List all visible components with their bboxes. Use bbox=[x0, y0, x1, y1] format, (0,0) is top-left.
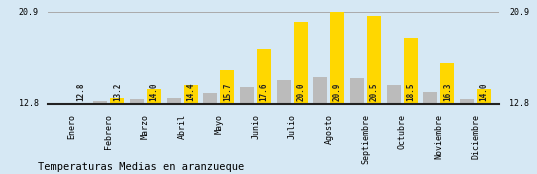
Bar bbox=[110, 98, 124, 103]
Text: 14.0: 14.0 bbox=[480, 82, 489, 101]
Text: 12.8: 12.8 bbox=[76, 82, 85, 101]
Bar bbox=[167, 98, 181, 103]
Text: 20.0: 20.0 bbox=[296, 82, 305, 101]
Bar bbox=[277, 80, 291, 103]
Bar bbox=[204, 93, 217, 103]
Bar bbox=[314, 77, 328, 103]
Bar bbox=[404, 38, 418, 103]
Bar bbox=[330, 11, 344, 103]
Text: 13.2: 13.2 bbox=[113, 82, 122, 101]
Bar bbox=[424, 92, 438, 103]
Bar bbox=[184, 85, 198, 103]
Text: 14.0: 14.0 bbox=[149, 82, 158, 101]
Text: 14.4: 14.4 bbox=[186, 82, 195, 101]
Text: Temperaturas Medias en aranzueque: Temperaturas Medias en aranzueque bbox=[38, 162, 244, 172]
Text: 15.7: 15.7 bbox=[223, 82, 232, 101]
Bar bbox=[294, 22, 308, 103]
Bar bbox=[130, 99, 144, 103]
Bar bbox=[257, 49, 271, 103]
Bar bbox=[147, 89, 161, 103]
Bar bbox=[460, 99, 474, 103]
Bar bbox=[387, 85, 401, 103]
Bar bbox=[93, 101, 107, 103]
Text: 16.3: 16.3 bbox=[443, 82, 452, 101]
Text: 17.6: 17.6 bbox=[259, 82, 268, 101]
Text: 20.9: 20.9 bbox=[333, 82, 342, 101]
Bar bbox=[350, 78, 364, 103]
Text: 18.5: 18.5 bbox=[406, 82, 415, 101]
Bar bbox=[240, 88, 254, 103]
Bar bbox=[367, 16, 381, 103]
Bar bbox=[440, 63, 454, 103]
Bar bbox=[477, 89, 491, 103]
Bar bbox=[220, 70, 234, 103]
Text: 20.5: 20.5 bbox=[369, 82, 379, 101]
